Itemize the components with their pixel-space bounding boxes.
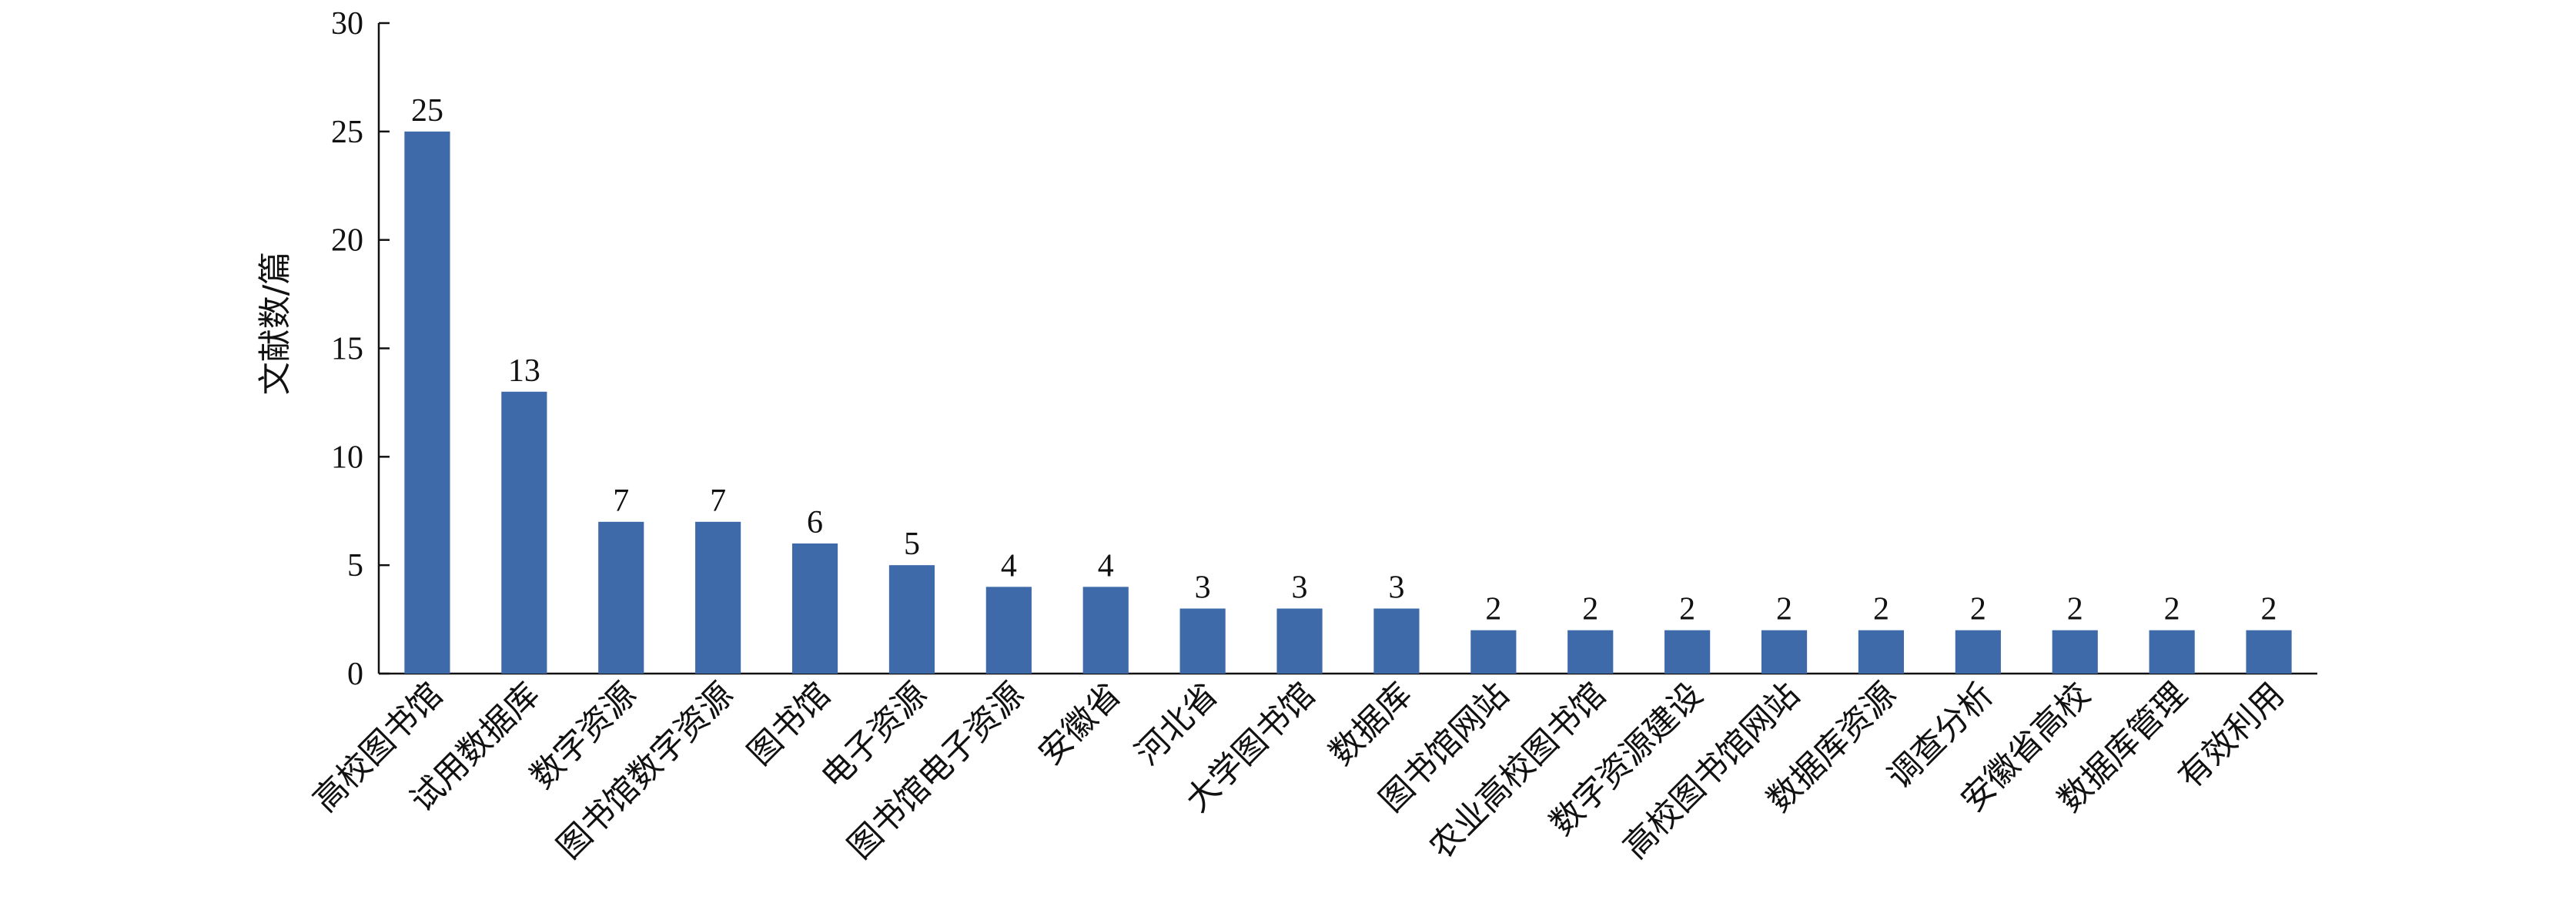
y-tick-label: 0 xyxy=(347,657,363,692)
bar xyxy=(1470,630,1517,674)
data-label: 2 xyxy=(1582,592,1598,627)
data-label: 25 xyxy=(411,93,443,129)
bar xyxy=(695,521,741,674)
category-label: 图书馆数字资源 xyxy=(550,675,741,866)
bar xyxy=(404,131,450,674)
data-label: 2 xyxy=(1485,592,1501,627)
bar xyxy=(2149,630,2195,674)
data-label: 3 xyxy=(1292,570,1308,606)
bar xyxy=(985,587,1032,674)
data-label: 4 xyxy=(1098,548,1114,584)
data-label: 2 xyxy=(1776,592,1792,627)
bar xyxy=(2052,630,2098,674)
bar xyxy=(1179,608,1226,674)
data-label: 7 xyxy=(613,483,629,519)
bar xyxy=(1082,587,1129,674)
category-label: 有效利用 xyxy=(2171,675,2292,796)
y-tick-label: 5 xyxy=(347,548,363,584)
category-label: 安徽省 xyxy=(1031,675,1129,773)
y-tick-label: 10 xyxy=(331,440,363,475)
data-label: 7 xyxy=(710,483,726,519)
category-label: 河北省 xyxy=(1128,675,1226,773)
category-label: 数据库 xyxy=(1322,675,1420,773)
bar xyxy=(1761,630,1808,674)
data-label: 2 xyxy=(1873,592,1889,627)
bar xyxy=(598,521,644,674)
data-labels: 25 13 7 7 6 5 4 4 3 3 3 2 2 2 2 2 2 2 2 2 xyxy=(411,93,2277,627)
category-label: 图书馆 xyxy=(741,675,838,773)
data-label: 3 xyxy=(1388,570,1404,606)
bar xyxy=(501,391,547,674)
data-label: 2 xyxy=(1679,592,1695,627)
data-label: 13 xyxy=(508,353,540,389)
y-axis: 0 5 10 15 20 25 30 xyxy=(331,6,390,692)
data-label: 2 xyxy=(2164,592,2180,627)
bar xyxy=(888,565,935,674)
y-axis-title: 文献数/篇 xyxy=(256,252,295,396)
bar xyxy=(791,543,838,674)
data-label: 2 xyxy=(1970,592,1986,627)
bar xyxy=(1373,608,1420,674)
data-label: 5 xyxy=(904,527,920,562)
category-label: 农业高校图书馆 xyxy=(1422,675,1613,866)
y-tick-label: 20 xyxy=(331,223,363,259)
y-tick-label: 25 xyxy=(331,115,363,150)
category-label: 图书馆电子资源 xyxy=(841,675,1032,866)
bars xyxy=(404,131,2292,674)
bar xyxy=(1567,630,1614,674)
data-label: 4 xyxy=(1001,548,1017,584)
bar xyxy=(2246,630,2292,674)
data-label: 2 xyxy=(2261,592,2277,627)
data-label: 2 xyxy=(2067,592,2083,627)
bar xyxy=(1955,630,2001,674)
bar xyxy=(1664,630,1711,674)
data-label: 6 xyxy=(807,505,823,540)
bar xyxy=(1858,630,1905,674)
bar xyxy=(1276,608,1323,674)
data-label: 3 xyxy=(1195,570,1211,606)
y-tick-label: 30 xyxy=(331,6,363,42)
category-label: 高校图书馆网站 xyxy=(1616,675,1807,866)
y-tick-label: 15 xyxy=(331,332,363,367)
